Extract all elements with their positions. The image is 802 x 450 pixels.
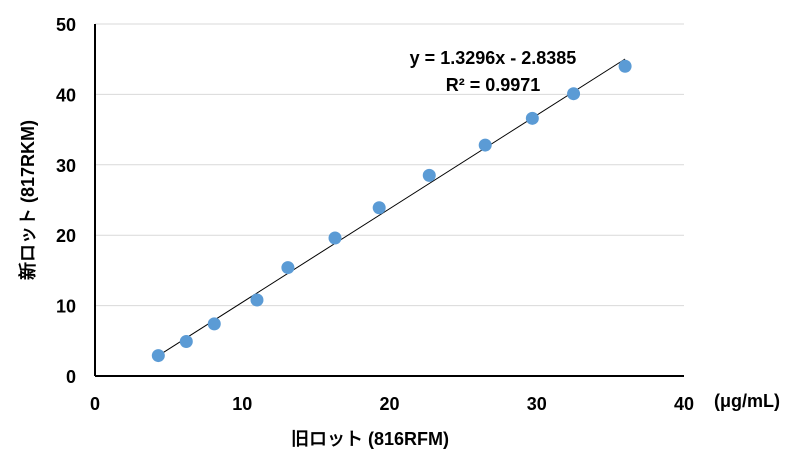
x-tick-label: 20 <box>379 394 399 414</box>
x-tick-label: 10 <box>232 394 252 414</box>
trendline <box>158 58 626 357</box>
axes <box>94 24 684 377</box>
data-point <box>151 349 165 363</box>
gridlines <box>95 23 684 307</box>
y-tick-label: 50 <box>56 15 76 35</box>
data-point <box>525 111 539 125</box>
trendline-group <box>158 58 626 357</box>
data-points <box>151 59 632 363</box>
data-point <box>328 231 342 245</box>
y-tick-label: 20 <box>56 226 76 246</box>
r-squared-label: R² = 0.9971 <box>446 75 541 95</box>
data-point <box>281 261 295 275</box>
data-point <box>422 168 436 182</box>
data-point <box>207 317 221 331</box>
data-point <box>567 87 581 101</box>
y-axis-title: 新ロット (817RKM) <box>17 120 38 280</box>
x-axis-title: 旧ロット (816RFM) <box>291 429 449 449</box>
data-point <box>250 293 264 307</box>
data-point <box>179 335 193 349</box>
x-tick-label: 30 <box>527 394 547 414</box>
x-tick-label: 0 <box>90 394 100 414</box>
x-tick-labels: 0 10 20 30 40 <box>90 394 694 414</box>
data-point <box>478 138 492 152</box>
y-tick-label: 40 <box>56 85 76 105</box>
y-tick-label: 0 <box>66 367 76 387</box>
y-tick-labels: 0 10 20 30 40 50 <box>56 15 76 387</box>
x-axis-unit-label: (μg/mL) <box>714 391 780 411</box>
y-tick-label: 10 <box>56 297 76 317</box>
trendline-equation: y = 1.3296x - 2.8385 <box>410 48 577 68</box>
data-point <box>618 59 632 73</box>
y-tick-label: 30 <box>56 156 76 176</box>
x-tick-label: 40 <box>674 394 694 414</box>
data-point <box>372 201 386 215</box>
